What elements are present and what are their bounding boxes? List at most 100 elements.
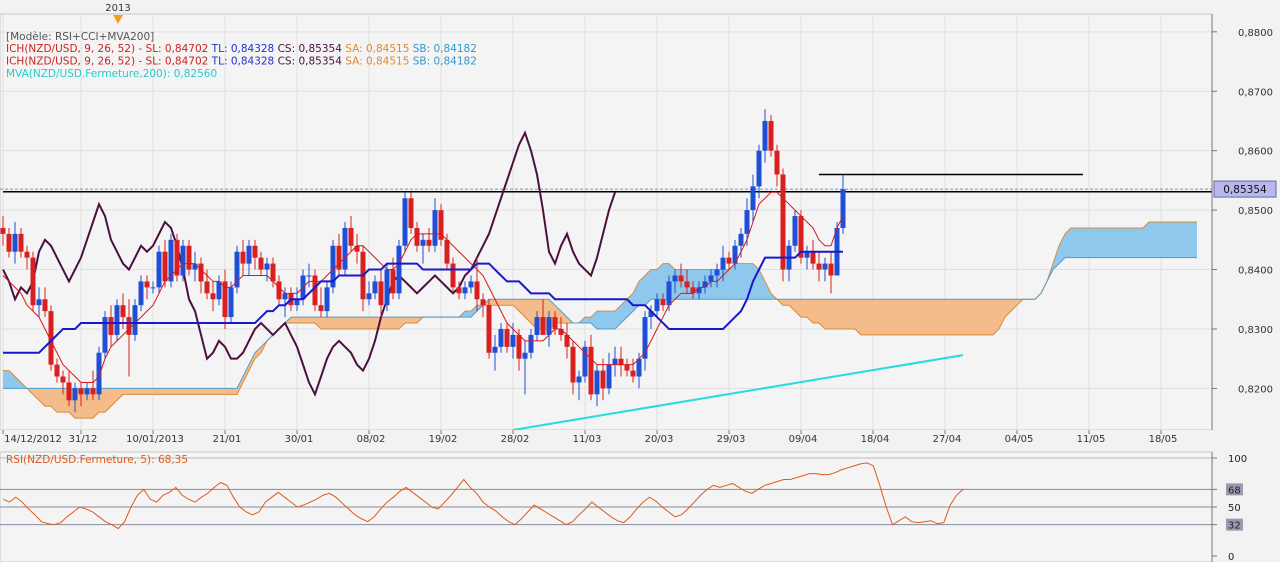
candle-body (180, 245, 186, 276)
cloud-segment (657, 263, 663, 300)
ich-legend-item: CS: 0,85354 (274, 43, 342, 55)
rsi-tick-label: 50 (1228, 503, 1241, 514)
candle-body (36, 299, 42, 306)
time-tick-label: 09/04 (789, 434, 818, 445)
candle-body (558, 328, 564, 335)
cloud-segment (1167, 222, 1173, 258)
candle-body (576, 376, 582, 383)
candle-body (30, 257, 36, 306)
candle-body (828, 263, 834, 276)
candle-body (534, 317, 540, 335)
cloud-segment (945, 299, 951, 335)
cloud-segment (255, 346, 261, 359)
cloud-segment (339, 317, 345, 329)
cloud-segment (303, 317, 309, 324)
cloud-segment (45, 388, 51, 407)
candle-body (294, 299, 300, 306)
candle-body (642, 317, 648, 359)
candle-body (60, 376, 66, 383)
candle-body (600, 370, 606, 389)
candle-body (744, 210, 750, 234)
time-tick-label: 20/03 (645, 434, 674, 445)
candle-body (492, 346, 498, 353)
candle-body (462, 287, 468, 294)
ich-legend-lines: ICH(NZD/USD, 9, 26, 52) - SL: 0,84702 TL… (6, 43, 477, 68)
cloud-segment (981, 299, 987, 335)
cloud-segment (639, 275, 645, 306)
cloud-segment (861, 299, 867, 335)
candle-body (648, 311, 654, 318)
price-tick-label: 0,8500 (1238, 206, 1273, 217)
senkou-b-line (3, 257, 1197, 389)
ich-legend-item: CS: 0,85354 (274, 56, 342, 68)
time-tick-label: 31/12 (69, 434, 98, 445)
candle-body (390, 269, 396, 294)
candle-body (456, 287, 462, 294)
cloud-segment (1065, 227, 1071, 258)
time-tick-label: 08/02 (357, 434, 386, 445)
price-tick-label: 0,8600 (1238, 147, 1273, 158)
cloud-segment (1125, 227, 1131, 258)
rsi-level-box (1226, 518, 1243, 531)
candle-body (444, 239, 450, 264)
candle-body (738, 233, 744, 246)
candle-body (414, 227, 420, 246)
cloud-segment (297, 317, 303, 324)
ich-legend-item: ICH(NZD/USD, 9, 26, 52) - (6, 43, 142, 55)
cloud-segment (201, 388, 207, 395)
candle-body (84, 388, 90, 395)
cloud-segment (1155, 222, 1161, 258)
candle-body (696, 287, 702, 294)
horizontal-lines (0, 173, 1212, 193)
cloud-segment (783, 299, 789, 306)
candle-body (126, 317, 132, 335)
price-tick-label: 0,8300 (1238, 325, 1273, 336)
candle-body (516, 334, 522, 359)
cloud-segment (171, 388, 177, 395)
candle-body (504, 328, 510, 347)
cloud-segment (891, 299, 897, 335)
candle-body (690, 287, 696, 294)
cloud-segment (729, 263, 735, 300)
cloud-segment (921, 299, 927, 335)
year-marker[interactable]: 2013 (105, 3, 131, 24)
candle-body (768, 120, 774, 151)
time-axis-bg (0, 430, 1280, 452)
cloud-segment (597, 311, 603, 329)
candle-body (0, 227, 6, 234)
cloud-segment (231, 388, 237, 395)
cloud-segment (1113, 227, 1119, 258)
price-tick-label: 0,8800 (1238, 28, 1273, 39)
cloud-segment (213, 388, 219, 395)
candle-body (402, 198, 408, 246)
candle-body (258, 257, 264, 270)
cloud-segment (153, 388, 159, 395)
rsi-level-box (1226, 483, 1243, 496)
candle-body (210, 293, 216, 300)
cloud-segment (177, 388, 183, 395)
cloud-segment (93, 388, 99, 419)
cloud-segment (1149, 222, 1155, 258)
candle-body (408, 198, 414, 228)
cloud-segment (507, 299, 513, 306)
cloud-segment (513, 299, 519, 312)
candle-body (174, 239, 180, 276)
cloud-segment (1173, 222, 1179, 258)
price-y-axis: 0,8200 0,8300 0,8400 0,8500 0,8600 0,8700 0,88… (1211, 14, 1273, 430)
cloud-segment (855, 299, 861, 335)
candle-body (480, 299, 486, 306)
candle-body (420, 239, 426, 246)
cloud-segment (1101, 227, 1107, 258)
candle-body (42, 299, 48, 312)
cloud-segment (195, 388, 201, 395)
cloud-segment (1161, 222, 1167, 258)
cloud-segment (1083, 227, 1089, 258)
candle-body (666, 281, 672, 306)
year-marker-label: 2013 (105, 3, 130, 14)
candle-body (156, 251, 162, 288)
cloud-segment (183, 388, 189, 395)
kijun-sen (3, 250, 843, 354)
cloud-segment (969, 299, 975, 335)
candle-body (660, 299, 666, 306)
